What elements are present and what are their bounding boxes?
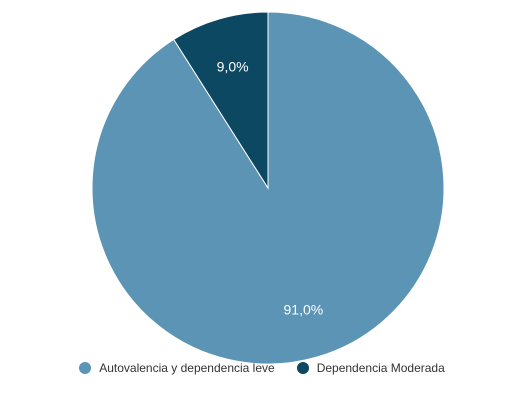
pie-slice-dependencia-moderada[interactable] xyxy=(173,11,269,190)
legend-swatch-autovalencia xyxy=(79,362,92,374)
legend-swatch-dependencia-moderada xyxy=(296,362,309,374)
pie-label-autovalencia: 91,0% xyxy=(284,302,324,318)
legend-item-autovalencia[interactable]: Autovalencia y dependencia leve xyxy=(79,361,275,375)
legend: Autovalencia y dependencia leve Dependen… xyxy=(0,356,524,380)
legend-label-dependencia-moderada: Dependencia Moderada xyxy=(316,361,445,375)
legend-item-dependencia-moderada[interactable]: Dependencia Moderada xyxy=(296,361,445,375)
pie-label-dependencia-moderada: 9,0% xyxy=(217,58,249,74)
pie-slice-autovalencia[interactable] xyxy=(91,11,445,365)
legend-label-autovalencia: Autovalencia y dependencia leve xyxy=(99,361,275,375)
